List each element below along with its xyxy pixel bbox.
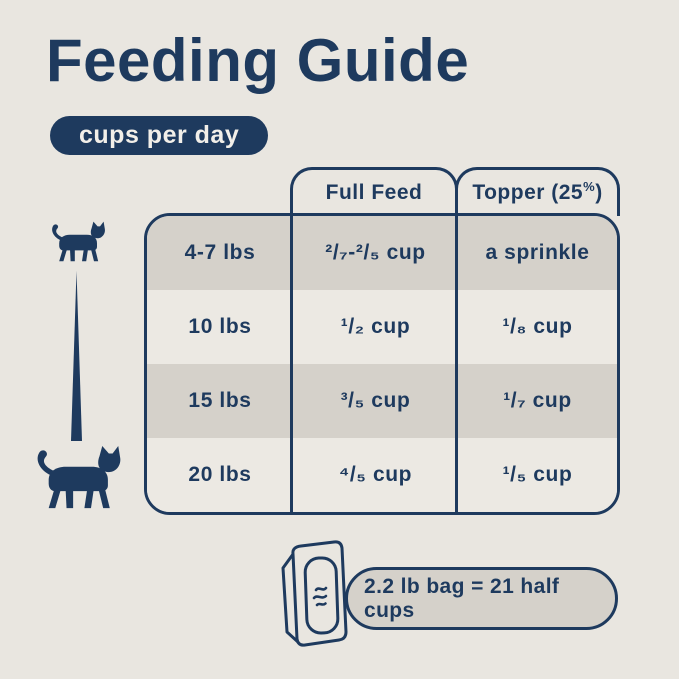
table-row: 4-7 lbs ²/₇-²/₅ cup a sprinkle	[147, 216, 617, 290]
weight-cell: 20 lbs	[188, 463, 252, 486]
weight-cell: 15 lbs	[188, 389, 252, 412]
column-divider	[455, 216, 458, 512]
feeding-table: 4-7 lbs ²/₇-²/₅ cup a sprinkle 10 lbs ¹/…	[144, 213, 620, 515]
food-bag-icon	[281, 540, 348, 647]
column-header-full-feed: Full Feed	[290, 167, 458, 216]
topper-cell: ¹/₅ cup	[502, 463, 573, 486]
large-cat-icon	[37, 446, 121, 509]
table-row: 15 lbs ³/₅ cup ¹/₇ cup	[147, 364, 617, 438]
table-row: 10 lbs ¹/₂ cup ¹/₈ cup	[147, 290, 617, 364]
column-header-topper: Topper (25%)	[455, 167, 620, 216]
page-title: Feeding Guide	[46, 27, 470, 94]
full-feed-cell: ¹/₂ cup	[340, 315, 411, 338]
badge-label: cups per day	[79, 121, 240, 149]
topper-cell: ¹/₈ cup	[502, 315, 573, 338]
full-feed-cell: ²/₇-²/₅ cup	[325, 241, 426, 264]
small-cat-icon	[52, 221, 105, 262]
full-feed-label: Full Feed	[325, 181, 423, 204]
topper-cell: a sprinkle	[485, 241, 590, 264]
percent-superscript: %	[583, 179, 596, 194]
bag-note-text: 2.2 lb bag = 21 half cups	[364, 574, 560, 622]
weight-cell: 10 lbs	[188, 315, 252, 338]
cups-per-day-badge: cups per day	[50, 116, 269, 155]
size-taper-icon	[71, 271, 82, 441]
topper-cell: ¹/₇ cup	[503, 389, 572, 412]
full-feed-cell: ³/₅ cup	[340, 389, 411, 412]
bag-note-pill: 2.2 lb bag = 21 half cups	[345, 567, 618, 630]
topper-label: Topper (25%)	[472, 179, 603, 204]
table-row: 20 lbs ⁴/₅ cup ¹/₅ cup	[147, 438, 617, 512]
column-divider	[290, 216, 293, 512]
full-feed-cell: ⁴/₅ cup	[338, 463, 413, 486]
weight-cell: 4-7 lbs	[184, 241, 256, 264]
